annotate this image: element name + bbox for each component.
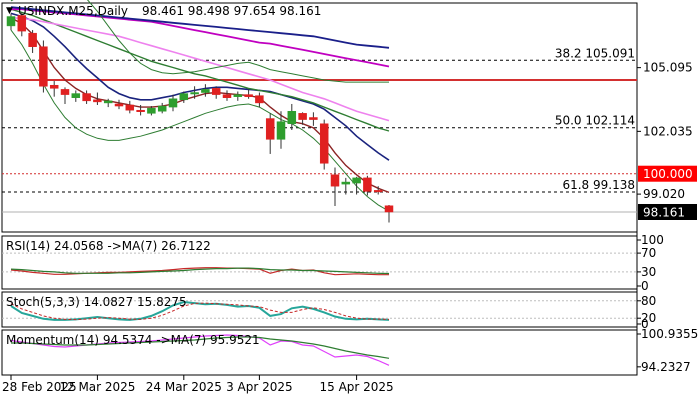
candle-body [49,84,59,89]
candle-body [298,113,307,120]
candle-body [341,181,351,185]
candle-body [179,93,189,101]
candle-body [233,94,243,97]
x-axis-label: 28 Feb 2025 [2,380,77,394]
momentum-series-0 [10,334,390,366]
candle-body [82,93,91,102]
candle-body [157,105,167,112]
rsi-axis-label: 30 [641,265,656,279]
overlay-line-1 [10,12,390,161]
momentum-axis-label: 100.9355 [641,327,698,341]
rsi-axis-label: 70 [641,246,656,260]
header-symbol: USINDX.M25,Daily [18,4,128,18]
candle-body [255,95,264,104]
price-axis-label: 105.095 [643,61,693,75]
stoch-series-1 [10,302,390,321]
x-axis-label: 24 Mar 2025 [146,380,222,394]
stoch-axis-label: 80 [641,294,656,308]
header-quote: 98.461 98.498 97.654 98.161 [142,4,321,18]
candle-body [93,99,102,103]
candle-body [147,107,156,114]
candle-body [168,98,178,108]
fib-label-4: 61.8 99.138 [562,178,635,192]
x-axis-label: 15 Apr 2025 [319,380,393,394]
candle-body [211,88,221,95]
candle-body [71,93,81,98]
candle-body [17,15,27,32]
stoch-axis-label: 0 [641,317,649,331]
overlay-line-4 [11,8,390,68]
candle-body [309,117,318,120]
fib-label-0: 38.2 105.091 [555,46,635,60]
candle-body [384,205,394,213]
stoch-label: Stoch(5,3,3) 14.0827 15.8275 [6,295,187,309]
overlay-line-5 [10,6,390,49]
x-axis-label: 3 Apr 2025 [226,380,293,394]
candle-body [201,89,210,93]
overlay-line-0 [10,16,390,194]
candle-body [190,92,199,95]
overlay-line-3 [10,16,390,122]
overlay-line-2 [10,8,390,132]
price-tag-text-1: 98.161 [643,205,685,219]
candle-body [244,94,253,97]
candle-body [363,177,372,192]
candle-body [287,111,297,124]
momentum-series-1 [11,336,390,359]
candle-body [276,121,286,140]
candle-body [136,109,145,112]
candle-body [6,16,16,27]
rsi-label: RSI(14) 24.0568 ->MA(7) 26.7122 [6,239,211,253]
overlay-line-6 [10,0,389,83]
candle-body [222,94,232,98]
rsi-axis-label: 100 [641,233,664,247]
candle-body [60,89,70,95]
candle-body [330,174,340,187]
stoch-axis-label: 20 [641,311,656,325]
price-tag-text-0: 100.000 [643,167,693,181]
x-axis-label: 12 Mar 2025 [59,380,135,394]
candle-body [125,104,135,111]
candle-body [103,100,113,104]
candle-body [352,177,361,184]
price-tag-bg-0 [638,165,697,182]
rsi-series-1 [10,267,390,275]
momentum-label: Momentum(14) 94.5374 ->MA(7) 95.9521 [6,333,260,347]
fib-label-2: 50.0 102.114 [555,114,635,128]
price-axis-label: 99.020 [643,187,685,201]
price-tag-bg-1 [638,203,697,220]
candle-body [373,190,383,193]
momentum-axis-label: 94.2327 [641,360,691,374]
rsi-series-0 [10,267,389,276]
candle-body [265,118,275,140]
header-arrow-icon: ▼ [6,6,13,16]
candle-body [39,46,48,87]
rsi-axis-label: 0 [641,279,649,293]
price-axis-label: 102.035 [643,124,693,138]
candle-body [319,123,329,164]
candle-body [28,32,37,47]
candle-body [114,103,124,107]
